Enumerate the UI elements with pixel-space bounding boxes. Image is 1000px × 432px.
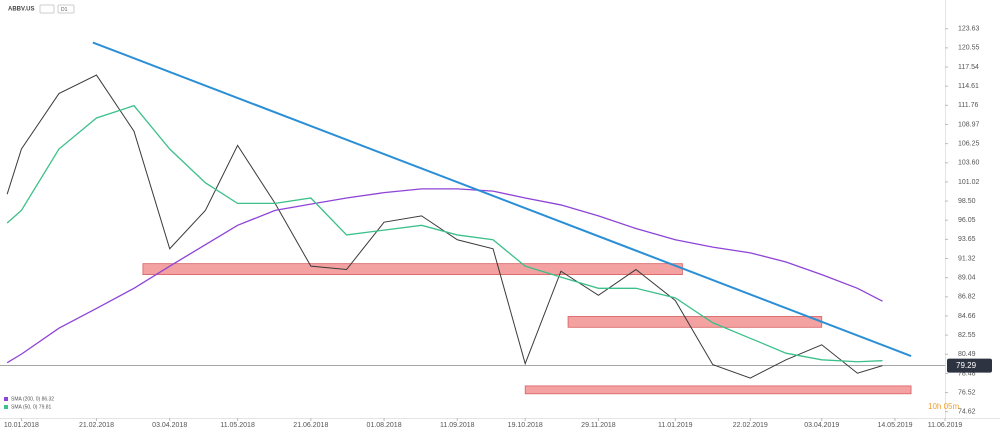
- x-tick-label: 11.06.2019: [928, 422, 963, 429]
- x-tick-label: 21.06.2018: [293, 422, 328, 429]
- y-tick-label: 117.54: [958, 64, 979, 71]
- x-tick-label: 29.11.2018: [581, 422, 616, 429]
- price-line: [6, 74, 883, 379]
- y-tick-label: 86.82: [958, 294, 976, 301]
- y-tick-label: 123.63: [958, 26, 980, 33]
- trendline: [92, 41, 912, 357]
- interval-button[interactable]: [57, 4, 75, 14]
- y-tick-label: 106.25: [958, 140, 980, 147]
- y-tick-label: 78.48: [958, 370, 976, 377]
- x-tick-label: 03.04.2019: [804, 422, 839, 429]
- chart-type-button[interactable]: [39, 4, 55, 14]
- x-tick-label: 21.02.2018: [79, 422, 114, 429]
- y-tick-label: 74.62: [958, 409, 976, 416]
- x-tick-label: 14.05.2019: [877, 422, 912, 429]
- x-tick-label: 19.10.2018: [508, 422, 543, 429]
- legend-label: SMA (50, 0) 79.81: [11, 404, 52, 410]
- y-tick-label: 80.49: [958, 351, 976, 358]
- legend-label: SMA (200, 0) 86.32: [11, 396, 54, 402]
- support-zone: [567, 316, 823, 328]
- x-tick-label: 11.09.2018: [440, 422, 475, 429]
- price-tag: [947, 358, 992, 373]
- x-tick-label: 11.01.2019: [658, 422, 693, 429]
- sma-line: [6, 104, 883, 363]
- x-tick-label: 03.04.2018: [152, 422, 187, 429]
- sma-line: [6, 188, 883, 364]
- y-tick-label: 103.60: [958, 160, 980, 167]
- x-tick-label: 10.01.2018: [4, 422, 39, 429]
- x-tick-label: 11.05.2018: [220, 422, 255, 429]
- symbol: ABBV.US: [8, 7, 34, 13]
- interval[interactable]: D1: [61, 7, 68, 13]
- y-tick-label: 101.02: [958, 179, 980, 186]
- x-tick-label: 22.02.2019: [733, 422, 768, 429]
- price-tag-label: 79.29: [956, 361, 977, 370]
- y-tick-label: 82.55: [958, 332, 976, 339]
- y-tick-label: 91.32: [958, 255, 976, 262]
- y-tick-label: 114.61: [958, 83, 979, 90]
- y-tick-label: 108.97: [958, 121, 980, 128]
- y-tick-label: 76.52: [958, 389, 976, 396]
- y-tick-label: 111.76: [958, 102, 978, 109]
- y-tick-label: 98.50: [958, 198, 976, 205]
- y-tick-label: 120.55: [958, 45, 980, 52]
- legend-swatch: [4, 405, 8, 409]
- support-zone: [142, 263, 683, 276]
- x-tick-label: 01.08.2018: [367, 422, 402, 429]
- countdown: 10h 05m: [928, 402, 959, 411]
- y-tick-label: 89.04: [958, 275, 976, 282]
- support-zone: [524, 385, 912, 395]
- y-tick-label: 93.65: [958, 236, 976, 243]
- y-tick-label: 84.66: [958, 313, 976, 320]
- y-tick-label: 96.05: [958, 217, 976, 224]
- legend-swatch: [4, 397, 8, 401]
